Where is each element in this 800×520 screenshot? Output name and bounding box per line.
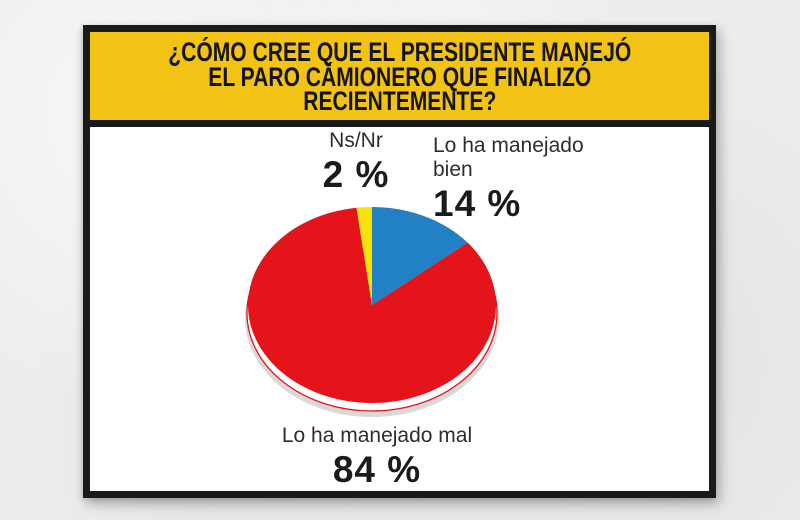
question-banner: ¿CÓMO CREE QUE EL PRESIDENTE MANEJÓ EL P… — [90, 32, 709, 127]
callout-mal: Lo ha manejado mal 84 % — [227, 424, 527, 489]
callout-bien-value: 14 % — [433, 183, 522, 224]
pie-slice-mal — [247, 207, 496, 403]
callout-bien-label: Lo ha manejado bien — [433, 134, 584, 181]
poll-card: ¿CÓMO CREE QUE EL PRESIDENTE MANEJÓ EL P… — [83, 25, 716, 498]
callout-nsnr-value: 2 % — [322, 154, 390, 195]
callout-nsnr-label: Ns/Nr — [329, 129, 383, 152]
pie-chart — [245, 207, 499, 417]
title-line-3: RECIENTEMENTE? — [302, 86, 497, 117]
callout-mal-label: Lo ha manejado mal — [281, 424, 473, 447]
pie-slice-nsnr — [356, 207, 372, 305]
poll-question-title: ¿CÓMO CREE QUE EL PRESIDENTE MANEJÓ EL P… — [168, 38, 631, 114]
callout-mal-value: 84 % — [332, 449, 422, 490]
callout-nsnr: Ns/Nr 2 % — [276, 129, 436, 194]
callout-bien: Lo ha manejado bien 14 % — [433, 134, 618, 223]
title-line-1: ¿CÓMO CREE QUE EL PRESIDENTE MANEJÓ — [167, 37, 631, 68]
pie-slice-bien — [372, 207, 468, 305]
title-line-2: EL PARO CÁMIONERO QUE FINALIZÓ — [207, 61, 591, 92]
